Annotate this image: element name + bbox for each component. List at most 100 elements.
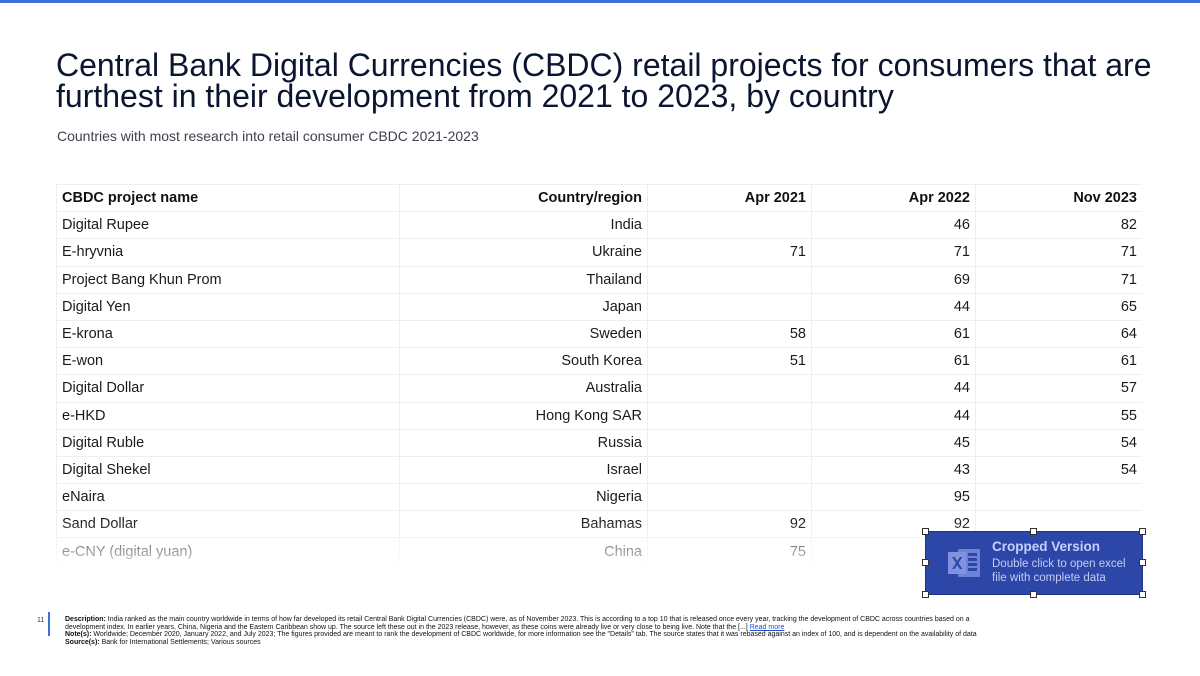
table-cell: Jamaica — [399, 564, 648, 572]
table-cell: e-HKD — [56, 401, 400, 430]
table-cell: 75 — [647, 537, 812, 566]
table-cell: 57 — [975, 374, 1142, 403]
table-cell: Hong Kong SAR — [399, 401, 648, 430]
sources-label: Source(s): — [65, 638, 100, 646]
sources-text: Bank for International Settlements; Vari… — [101, 638, 261, 646]
table-row: Digital Ruble Russia 45 54 — [56, 428, 1142, 457]
table-cell — [647, 483, 812, 512]
column-header: Apr 2022 — [811, 184, 976, 213]
resize-handle[interactable] — [1139, 591, 1146, 598]
table-cell: 82 — [975, 211, 1142, 240]
table-cell: 58 — [647, 319, 812, 349]
table-cell: India — [399, 211, 648, 240]
sources-line: Source(s): Bank for International Settle… — [65, 639, 990, 647]
table-cell: 44 — [811, 401, 976, 430]
table-cell: 44 — [811, 292, 976, 321]
table-cell: Digital Dollar — [56, 374, 400, 403]
footer-notes: Description: India ranked as the main co… — [65, 616, 990, 646]
resize-handle[interactable] — [922, 528, 929, 535]
table-cell — [647, 211, 812, 240]
read-more-link[interactable]: Read more — [749, 623, 785, 631]
table-cell — [647, 401, 812, 430]
description-text: India ranked as the main country worldwi… — [65, 616, 970, 631]
table-cell: 71 — [647, 238, 812, 267]
table-cell: Australia — [399, 374, 648, 403]
table-cell: 71 — [975, 265, 1142, 294]
table-cell: E-hryvnia — [56, 238, 400, 267]
table-row: e-HKD Hong Kong SAR 44 55 — [56, 401, 1142, 430]
table-row: E-krona Sweden 58 61 64 — [56, 319, 1142, 349]
table-cell: 69 — [811, 265, 976, 294]
table-cell: China — [399, 537, 648, 566]
table-cell: Russia — [399, 428, 648, 457]
table-cell: Digital Shekel — [56, 455, 400, 485]
page-title: Central Bank Digital Currencies (CBDC) r… — [56, 47, 1152, 114]
table-cell: 71 — [811, 238, 976, 267]
table-cell: 51 — [647, 347, 812, 376]
excel-open-button[interactable]: Cropped Version Double click to open exc… — [922, 528, 1146, 598]
resize-handle[interactable] — [1139, 559, 1146, 566]
resize-handle[interactable] — [1030, 591, 1037, 598]
table-cell: 43 — [811, 455, 976, 485]
table-cell: e-CNY (digital yuan) — [56, 537, 400, 566]
resize-handle[interactable] — [922, 591, 929, 598]
column-header: Apr 2021 — [647, 184, 812, 213]
table-cell: South Korea — [399, 347, 648, 376]
table-row: E-won South Korea 51 61 61 — [56, 347, 1142, 376]
table-row: Project Bang Khun Prom Thailand 69 71 — [56, 265, 1142, 294]
table-cell: 61 — [811, 319, 976, 349]
resize-handle[interactable] — [922, 559, 929, 566]
notes-label: Note(s): — [65, 631, 92, 639]
table-cell: Thailand — [399, 265, 648, 294]
notes-text: Worldwide; December 2020, January 2022, … — [93, 631, 977, 639]
column-header: CBDC project name — [56, 184, 400, 213]
table-cell: Project Bang Khun Prom — [56, 265, 400, 294]
table-cell: Sand Dollar — [56, 510, 400, 539]
table-cell: 61 — [975, 347, 1142, 376]
table-cell: Bahamas — [399, 510, 648, 539]
table-cell: 33 — [647, 564, 812, 572]
table-cell: 55 — [975, 401, 1142, 430]
column-header: Country/region — [399, 184, 648, 213]
table-cell: 95 — [811, 483, 976, 512]
data-table-container: CBDC project name Country/region Apr 202… — [56, 184, 1142, 572]
table-cell: Jamaica — [56, 564, 400, 572]
notes-line: Note(s): Worldwide; December 2020, Janua… — [65, 631, 990, 639]
table-row: eNaira Nigeria 95 — [56, 483, 1142, 512]
table-row: Digital Dollar Australia 44 57 — [56, 374, 1142, 403]
table-cell: 61 — [811, 347, 976, 376]
table-cell: 46 — [811, 211, 976, 240]
excel-box-title: Cropped Version — [992, 539, 1101, 554]
table-cell: Nigeria — [399, 483, 648, 512]
table-cell: 44 — [811, 374, 976, 403]
table-cell: Digital Ruble — [56, 428, 400, 457]
table-cell: 54 — [975, 428, 1142, 457]
column-header: Nov 2023 — [975, 184, 1142, 213]
table-cell: 64 — [975, 319, 1142, 349]
table-cell — [975, 483, 1142, 512]
table-row: Digital Rupee India 46 82 — [56, 211, 1142, 240]
table-row: Digital Yen Japan 44 65 — [56, 292, 1142, 321]
table-cell: E-krona — [56, 319, 400, 349]
table-cell: 45 — [811, 428, 976, 457]
table-cell: Digital Rupee — [56, 211, 400, 240]
resize-handle[interactable] — [1030, 528, 1037, 535]
table-cell: Ukraine — [399, 238, 648, 267]
table-cell: Israel — [399, 455, 648, 485]
table-header-row: CBDC project name Country/region Apr 202… — [56, 184, 1142, 213]
table-cell: Japan — [399, 292, 648, 321]
table-cell: 54 — [975, 455, 1142, 485]
table-cell: 92 — [647, 510, 812, 539]
page-number-divider — [48, 612, 50, 636]
table-cell — [647, 374, 812, 403]
table-cell: 71 — [975, 238, 1142, 267]
table-cell — [647, 428, 812, 457]
table-cell: Digital Yen — [56, 292, 400, 321]
table-cell: Sweden — [399, 319, 648, 349]
cbdc-table: CBDC project name Country/region Apr 202… — [56, 184, 1142, 572]
page-number: 11 — [37, 617, 45, 624]
resize-handle[interactable] — [1139, 528, 1146, 535]
description-label: Description: — [65, 616, 106, 623]
page-subtitle: Countries with most research into retail… — [57, 128, 479, 144]
table-cell — [647, 265, 812, 294]
